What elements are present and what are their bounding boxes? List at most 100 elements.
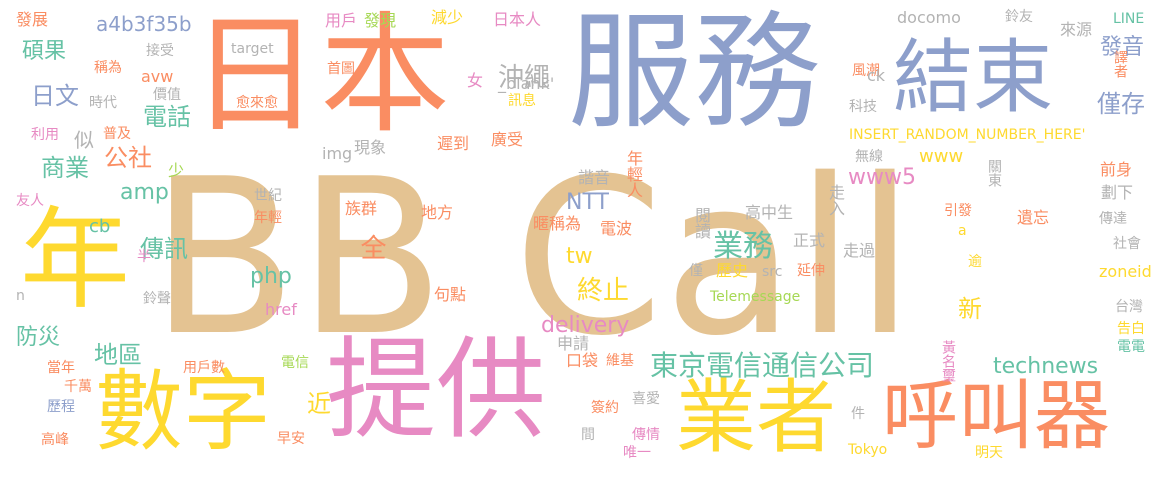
word-chengwei: 稱為 — [94, 60, 122, 76]
word-dangnian: 當年 — [47, 360, 75, 376]
word-riwen: 日文 — [31, 82, 79, 110]
word-nianqing: 年輕 — [254, 210, 282, 226]
word-delivery: delivery — [541, 313, 630, 338]
word-weiyi: 唯一 — [623, 445, 651, 461]
word-guangshou: 廣受 — [491, 130, 524, 149]
word-tigong: 提供 — [326, 326, 546, 454]
word-www: www — [919, 146, 964, 167]
word-bb-call: BB Call — [150, 132, 915, 383]
word-huangmingli: 黃名璽 — [940, 340, 956, 382]
word-jian2: 間 — [581, 427, 595, 443]
word-xin: 新 — [958, 295, 982, 323]
word-xiai: 喜愛 — [632, 391, 660, 407]
word-licheng: 歷程 — [47, 399, 75, 415]
word-nu: 女 — [467, 71, 484, 90]
word-yonghushu: 用戶數 — [183, 360, 225, 376]
word-technews: technews — [993, 354, 1099, 379]
word-n: n — [16, 288, 25, 304]
word-blank: _blank' — [498, 74, 555, 93]
word-ntt: NTT — [566, 190, 609, 215]
word-gaofeng: 高峰 — [41, 432, 69, 448]
word-www5: www5 — [848, 165, 916, 190]
word-amp: amp — [120, 180, 169, 205]
word-lishi: 歷史 — [716, 261, 749, 280]
word-zhongzhi: 終止 — [577, 276, 630, 306]
word-liyong: 利用 — [31, 127, 59, 143]
word-zouguo: 走過 — [843, 241, 876, 260]
word-difang: 地方 — [421, 203, 454, 222]
word-jieshou: 接受 — [146, 43, 174, 59]
word-quan: 全 — [356, 234, 386, 260]
word-nianqingren: 年輕人 — [624, 150, 643, 198]
word-ban: 半 — [137, 249, 151, 265]
word-shangye: 商業 — [41, 154, 89, 182]
word-php: php — [250, 264, 292, 289]
word-yiwang: 遺忘 — [1017, 208, 1050, 227]
word-chuanqing: 傳情 — [632, 427, 660, 443]
word-dongjing: 東京電信通信公司 — [650, 349, 875, 382]
word-gongshe: 公社 — [104, 144, 152, 172]
word-jianshao: 減少 — [431, 8, 464, 27]
word-chuanda: 傳達 — [1099, 211, 1127, 227]
word-lingsheng: 鈴聲 — [143, 291, 171, 307]
word-tw: tw — [566, 244, 593, 269]
word-dianxin: 電信 — [281, 355, 309, 371]
word-jian: 件 — [851, 406, 865, 422]
word-yuedu: 閱讀 — [692, 207, 711, 239]
word-line: LINE — [1113, 11, 1145, 27]
word-telemessage: Telemessage — [710, 289, 801, 305]
word-yewu: 業務 — [713, 229, 773, 264]
word-shiji: 世紀 — [254, 188, 282, 204]
word-shuzi: 數字 — [95, 360, 272, 463]
word-shidai: 時代 — [89, 95, 117, 111]
word-zhengshi: 正式 — [793, 231, 826, 250]
word-gaobai: 告白 — [1117, 321, 1145, 337]
word-hujiaoqi: 呼叫器 — [882, 371, 1110, 460]
word-taiwan: 台灣 — [1115, 299, 1143, 315]
word-mingtian: 明天 — [975, 445, 1003, 461]
word-a4b3f35b: a4b3f35b — [96, 12, 192, 36]
word-lingyou: 鈴友 — [1005, 9, 1033, 25]
word-chongsheng: 沖繩 — [498, 63, 551, 93]
word-zoneid: zoneid — [1099, 262, 1152, 281]
word-dianya: 電電 — [1117, 339, 1145, 355]
word-shoutu: 首圖 — [327, 61, 355, 77]
word-ck: ck — [867, 66, 886, 85]
word-fangzai: 防災 — [16, 325, 61, 350]
word-keji: 科技 — [849, 99, 877, 115]
word-shehui: 社會 — [1113, 236, 1141, 252]
word-href: href — [265, 300, 297, 319]
word-fayin: 發音 — [1100, 35, 1145, 60]
word-dianbo: 電波 — [600, 219, 633, 238]
word-qianwan: 千萬 — [64, 379, 92, 395]
word-xianxiang: 現象 — [354, 138, 387, 157]
word-huaxia: 劃下 — [1101, 183, 1134, 202]
word-youren: 友人 — [16, 193, 44, 209]
word-jincun: 僅存 — [1097, 90, 1145, 118]
word-jin: 近 — [307, 390, 331, 418]
word-nichengwei: 暱稱為 — [533, 214, 582, 233]
word-target: target — [231, 41, 274, 57]
word-img: img — [322, 144, 353, 163]
word-qianyue: 簽約 — [591, 400, 619, 416]
word-guandong: 關東 — [986, 159, 1002, 187]
word-nian: 年 — [20, 196, 130, 324]
word-tokyo: Tokyo — [848, 442, 888, 458]
word-shuoguo: 碩果 — [22, 39, 67, 64]
word-xieyin: 諧音 — [578, 168, 611, 187]
word-chuanxun: 傳訊 — [140, 235, 188, 263]
word-yezhe: 業者 — [676, 371, 836, 464]
word-zuqun: 族群 — [345, 199, 378, 218]
word-koudai: 口袋 — [566, 351, 599, 370]
word-weiji: 維基 — [606, 353, 634, 369]
word-xunxi: 訊息 — [508, 93, 536, 109]
word-laiyuan: 來源 — [1060, 20, 1093, 39]
word-jin2: 僅 — [689, 263, 703, 279]
word-fuwu: 服務 — [568, 0, 820, 146]
word-dianhua: 電話 — [143, 103, 191, 131]
word-ribenren: 日本人 — [493, 10, 542, 29]
word-gaozhongsheng: 高中生 — [745, 203, 794, 222]
word-puji: 普及 — [103, 126, 131, 142]
word-shenqing: 申請 — [557, 334, 590, 353]
